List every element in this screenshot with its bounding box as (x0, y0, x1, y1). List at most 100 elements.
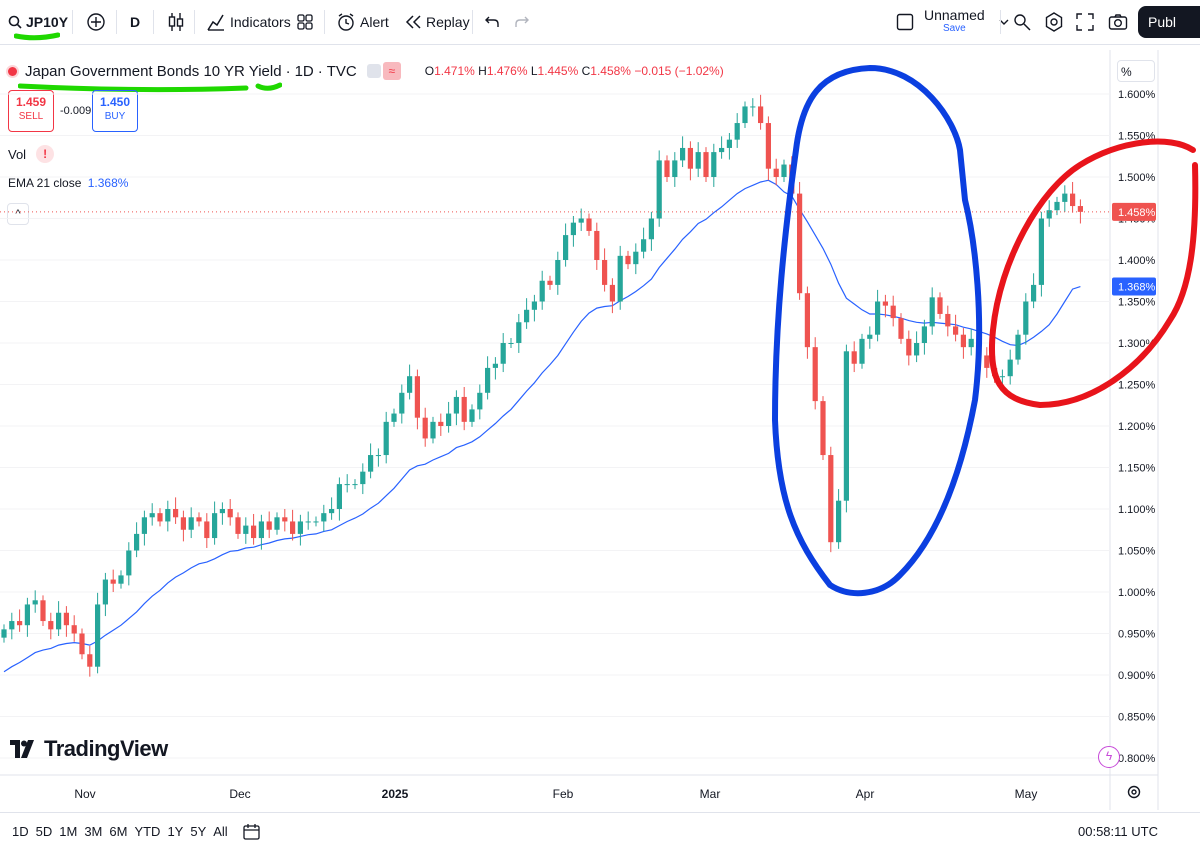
compare-button[interactable] (86, 0, 106, 44)
layouts-button[interactable] (296, 0, 314, 44)
candle-body (594, 230, 600, 260)
candle (687, 141, 693, 181)
layout-name-button[interactable]: Unnamed Save (896, 0, 1009, 44)
candle (500, 333, 506, 373)
candle (173, 497, 179, 524)
candle (578, 208, 584, 231)
symbol-search-button[interactable]: JP10Y (8, 0, 68, 44)
candle (960, 328, 966, 359)
candle-body (960, 334, 966, 348)
market-status-dot (8, 66, 17, 76)
range-button[interactable]: 1M (59, 824, 78, 839)
candle (1038, 211, 1044, 297)
alert-button[interactable]: Alert (336, 0, 389, 44)
candle (282, 509, 288, 532)
candle (414, 369, 420, 430)
wave-icon[interactable]: ≈ (382, 62, 401, 80)
interval-button[interactable]: D (130, 0, 140, 44)
ema-line (3, 179, 1081, 673)
candle (539, 270, 545, 310)
quick-search-button[interactable] (1012, 0, 1032, 44)
warning-icon[interactable]: ! (36, 145, 55, 163)
indicators-button[interactable]: Indicators (206, 0, 291, 44)
y-tick-label: 1.350% (1118, 297, 1156, 309)
replay-button[interactable]: Replay (404, 0, 470, 44)
range-button[interactable]: 1Y (167, 824, 184, 839)
buy-button[interactable]: 1.450 BUY (92, 90, 138, 132)
red-circle-annotation (989, 138, 1199, 408)
collapse-legend-button[interactable]: ^ (7, 203, 29, 225)
candle (633, 243, 639, 275)
legend-interval[interactable]: 1D (294, 62, 314, 80)
x-tick-label: Feb (553, 787, 574, 801)
candle-body (1062, 193, 1068, 202)
range-button[interactable]: 6M (109, 824, 128, 839)
redo-button[interactable] (514, 0, 530, 44)
y-tick-label: 0.950% (1118, 629, 1156, 641)
axis-settings-button[interactable] (1126, 784, 1142, 805)
ema-price-tag-label: 1.368% (1118, 282, 1156, 294)
gear-icon (1127, 785, 1141, 799)
watermark-text: TradingView (44, 736, 168, 761)
candle (305, 511, 311, 530)
candle-body (999, 376, 1005, 378)
candle-body (789, 164, 795, 194)
settings-button[interactable] (1044, 0, 1064, 44)
legend-source[interactable]: TVC (326, 62, 357, 80)
candle (40, 595, 46, 627)
fullscreen-button[interactable] (1076, 0, 1094, 44)
range-button[interactable]: All (213, 824, 228, 839)
candle (1015, 329, 1021, 365)
publish-button[interactable]: Publ (1138, 6, 1200, 38)
candle-body (648, 218, 654, 240)
candle-body (297, 521, 303, 534)
ema-price-tag (1112, 277, 1156, 296)
candle-body (40, 600, 46, 622)
candle-body (563, 235, 569, 260)
spread-value: -0.009 (60, 105, 92, 117)
candle-body (438, 421, 444, 426)
candle (734, 113, 740, 148)
redo-icon (515, 16, 529, 27)
candle-body (765, 123, 771, 169)
toggle-visibility-icon[interactable] (366, 64, 381, 78)
save-label: Save (942, 23, 966, 34)
y-tick-label: 1.450% (1118, 214, 1156, 226)
candle-body (898, 318, 904, 339)
sell-button[interactable]: 1.459 SELL (8, 90, 54, 132)
y-tick-label: 1.600% (1118, 89, 1156, 101)
candle-body (664, 160, 670, 177)
candle-body (414, 376, 420, 418)
snapshot-button[interactable] (1108, 0, 1128, 44)
candle (430, 416, 436, 444)
range-button[interactable]: 1D (12, 824, 29, 839)
range-button[interactable]: 5Y (190, 824, 207, 839)
candle-body (1054, 201, 1060, 211)
chart-type-button[interactable] (166, 0, 186, 44)
symbol-title[interactable]: Japan Government Bonds 10 YR Yield (25, 62, 282, 80)
percent-axis-unit[interactable]: % (1117, 60, 1155, 82)
candle (570, 216, 576, 247)
candle-body (570, 222, 576, 236)
candle-body (781, 164, 787, 177)
candle-body (976, 338, 982, 356)
price-chart[interactable]: 0.800% 0.850% 0.900% 0.950% 1.000% 1.050% 1.10… (0, 0, 1200, 812)
range-button[interactable]: 3M (84, 824, 103, 839)
lightning-icon[interactable]: ϟ (1098, 746, 1120, 768)
candle-body (726, 139, 732, 148)
candle-body (485, 367, 491, 393)
range-button[interactable]: 5D (35, 824, 53, 839)
candle-body (118, 575, 124, 584)
bottom-toolbar (0, 812, 1200, 857)
undo-button[interactable] (484, 0, 500, 44)
ema-legend: EMA 21 close 1.368% (8, 176, 128, 190)
candle (266, 511, 272, 539)
candle-body (773, 168, 779, 177)
range-button[interactable]: YTD (134, 824, 161, 839)
utc-clock[interactable]: 00:58:11 UTC (1078, 824, 1158, 839)
y-tick-label: 1.400% (1118, 255, 1156, 267)
candle-body (110, 579, 116, 584)
candle (851, 341, 857, 373)
volume-label: Vol (8, 146, 27, 162)
calendar-button[interactable] (242, 822, 262, 847)
